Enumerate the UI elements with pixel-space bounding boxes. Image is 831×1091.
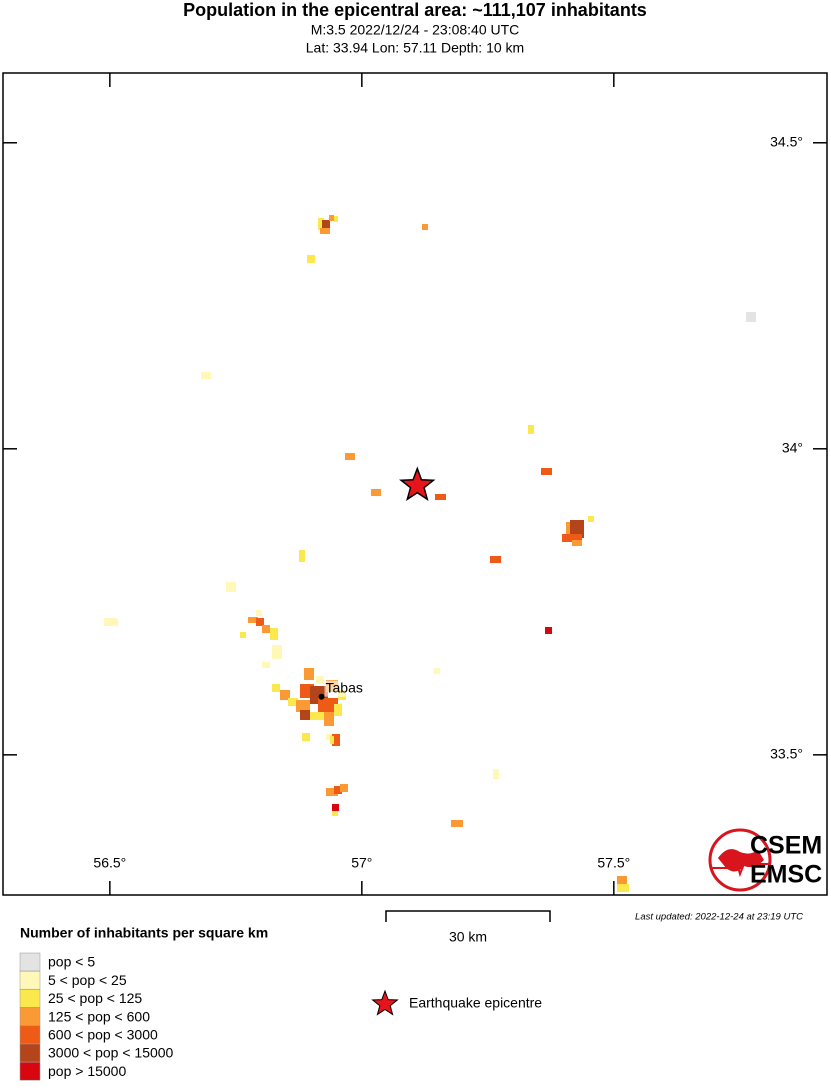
epicenter	[399, 466, 436, 502]
city-label-bg	[324, 680, 373, 697]
title: Population in the epicentral area: ~111,…	[183, 0, 647, 20]
legend-label: pop < 5	[48, 954, 95, 970]
scale-label: 30 km	[449, 929, 487, 945]
legend-title: Number of inhabitants per square km	[20, 925, 268, 941]
legend: pop < 5 5 < pop < 25 25 < pop < 125 125 < p…	[19, 952, 174, 1081]
y-tick-label: 34.5°	[770, 133, 803, 149]
legend-swatch	[19, 1025, 41, 1045]
legend-label: 25 < pop < 125	[48, 990, 142, 1006]
x-tick-label: 57°	[351, 855, 372, 871]
legend-swatch	[19, 970, 41, 990]
legend-swatch	[19, 1007, 41, 1026]
y-tick-label: 34°	[782, 440, 803, 456]
subtitle: Lat: 33.94 Lon: 57.11 Depth: 10 km	[306, 40, 524, 56]
legend-label: 125 < pop < 600	[48, 1008, 150, 1024]
legend-label: pop > 15000	[48, 1063, 126, 1079]
x-tick-label: 57.5°	[597, 855, 630, 871]
overlay: Tabas	[318, 466, 436, 700]
last-updated: Last updated: 2022-12-24 at 23:19 UTC	[635, 912, 803, 923]
logo-shape	[718, 849, 764, 872]
city-marker	[318, 693, 325, 700]
logo: CSEM EMSC	[708, 828, 822, 892]
logo-text: EMSC	[750, 861, 822, 889]
legend-epicentre-label: Earthquake epicentre	[409, 995, 542, 1011]
subtitle: M:3.5 2022/12/24 - 23:08:40 UTC	[311, 22, 520, 38]
y-tick-label: 33.5°	[770, 746, 803, 762]
x-tick-label: 56.5°	[93, 855, 126, 871]
logo-text: CSEM	[750, 832, 822, 860]
city-label: Tabas	[326, 679, 363, 695]
legend-label: 5 < pop < 25	[48, 972, 127, 988]
legend-label: 3000 < pop < 15000	[48, 1045, 174, 1061]
scale-bar	[385, 910, 551, 922]
logo-wave	[712, 857, 770, 878]
legend-swatch	[19, 952, 41, 972]
legend-swatch	[19, 1043, 41, 1063]
axes: 56.5° 57° 57.5° 34.5° 34° 33.5°	[3, 73, 827, 895]
legend-swatch	[19, 1061, 41, 1081]
legend-swatch	[19, 989, 41, 1008]
population-cells	[104, 215, 756, 892]
legend-star	[371, 989, 399, 1016]
legend-label: 600 < pop < 3000	[48, 1027, 158, 1043]
